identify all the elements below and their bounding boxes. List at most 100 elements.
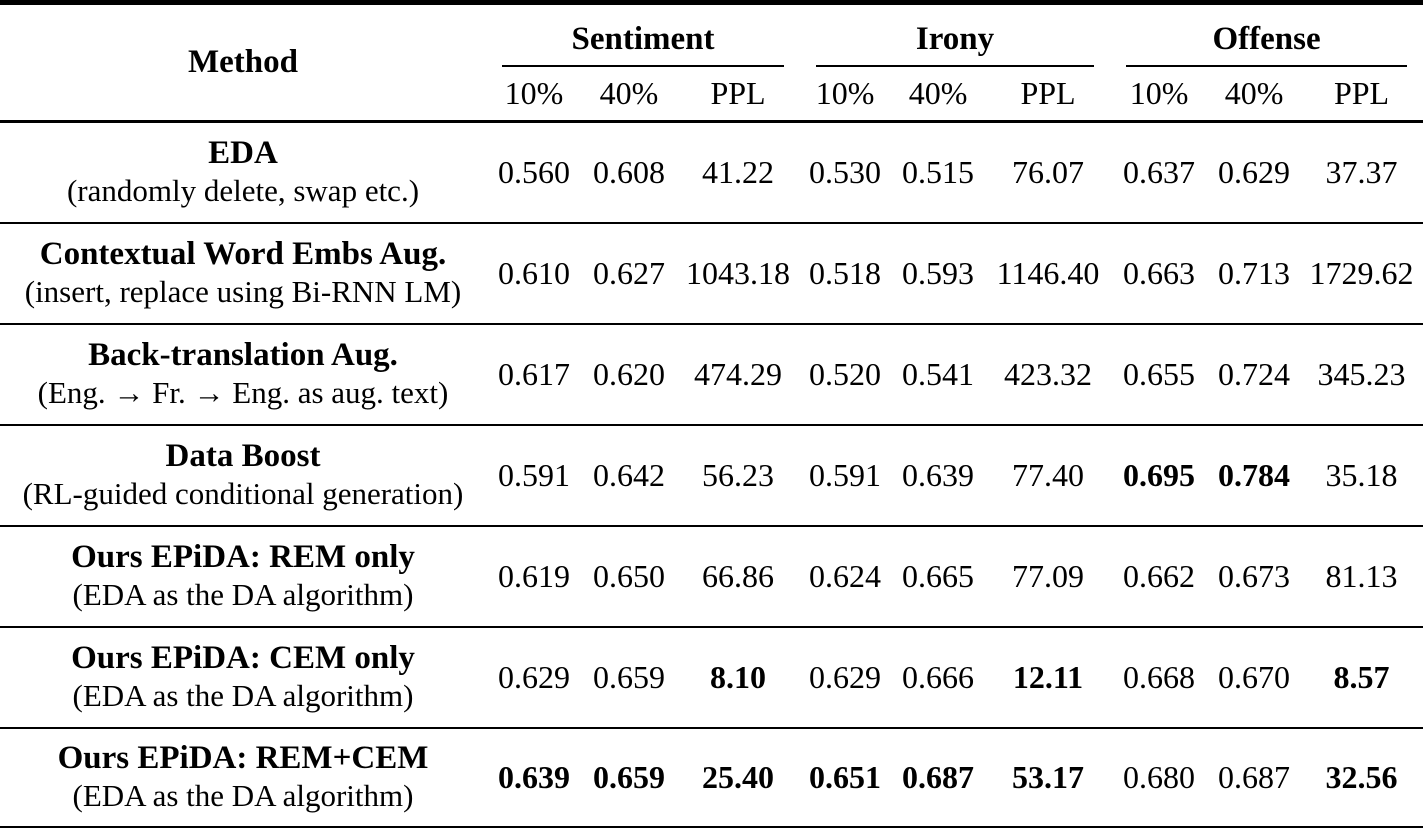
method-desc: (insert, replace using Bi-RNN LM)	[24, 274, 462, 310]
subcol-irony-ppl: PPL	[1020, 75, 1076, 111]
value-cell: 0.624	[809, 557, 882, 594]
subcol-offense-ppl: PPL	[1333, 75, 1390, 111]
value-cell: 474.29	[694, 355, 782, 392]
value-cell: 76.07	[1012, 153, 1085, 190]
subcol-sentiment-40: 40%	[599, 75, 659, 111]
value-cell: 0.639	[902, 456, 975, 493]
method-name: Back-translation Aug.	[88, 337, 398, 374]
value-cell: 0.655	[1123, 355, 1196, 392]
value-cell: 0.673	[1218, 557, 1291, 594]
group-header-irony: Irony	[800, 3, 1110, 67]
table-row: Contextual Word Embs Aug. (insert, replac…	[0, 222, 1423, 324]
subcolumn-header-row: 10% 40% PPL 10% 40% PPL 10% 40% PPL	[0, 67, 1423, 122]
value-cell: 32.56	[1325, 758, 1398, 795]
value-cell: 0.637	[1123, 153, 1196, 190]
value-cell: 0.515	[902, 153, 975, 190]
value-cell: 0.610	[498, 254, 570, 291]
value-cell: 35.18	[1325, 456, 1398, 493]
value-cell: 0.627	[593, 254, 665, 291]
value-cell: 0.713	[1218, 254, 1291, 291]
value-cell: 0.619	[498, 557, 570, 594]
table-body: EDA (randomly delete, swap etc.) 0.560 0.60…	[0, 121, 1423, 828]
value-cell: 12.11	[1012, 658, 1084, 695]
value-cell: 0.591	[809, 456, 882, 493]
value-cell: 0.642	[593, 456, 665, 493]
group-header-sentiment: Sentiment	[486, 3, 800, 67]
value-cell: 77.40	[1012, 456, 1085, 493]
value-cell: 53.17	[1012, 758, 1085, 795]
method-desc: (EDA as the DA algorithm)	[72, 778, 414, 814]
value-cell: 0.670	[1218, 658, 1291, 695]
value-cell: 8.10	[710, 658, 766, 695]
method-cell: Data Boost (RL-guided conditional generat…	[0, 425, 486, 526]
method-desc: (RL-guided conditional generation)	[22, 476, 464, 512]
method-desc: (EDA as the DA algorithm)	[72, 678, 414, 714]
method-cell: Back-translation Aug. (Eng. → Fr. → Eng. …	[0, 324, 486, 425]
group-label-offense: Offense	[1126, 23, 1408, 67]
value-cell: 0.680	[1123, 758, 1196, 795]
subcol-sentiment-ppl: PPL	[710, 75, 766, 111]
table-header: Method Sentiment Irony Offense 10% 40% P…	[0, 3, 1423, 122]
value-cell: 0.659	[593, 658, 665, 695]
method-name: Contextual Word Embs Aug.	[39, 236, 447, 273]
value-cell: 0.560	[498, 153, 570, 190]
table-row: Data Boost (RL-guided conditional generat…	[0, 424, 1423, 526]
subcol-offense-10: 10%	[1129, 75, 1189, 111]
method-cell: Ours EPiDA: REM+CEM (EDA as the DA algori…	[0, 728, 486, 828]
value-cell: 0.629	[809, 658, 882, 695]
value-cell: 0.541	[902, 355, 975, 392]
table-row: Ours EPiDA: CEM only (EDA as the DA algor…	[0, 626, 1423, 728]
table-row: Back-translation Aug. (Eng. → Fr. → Eng. …	[0, 323, 1423, 425]
value-cell: 0.784	[1218, 456, 1291, 493]
table-row: EDA (randomly delete, swap etc.) 0.560 0.60…	[0, 121, 1423, 223]
value-cell: 56.23	[702, 456, 774, 493]
method-cell: Ours EPiDA: REM only (EDA as the DA algor…	[0, 526, 486, 627]
value-cell: 1729.62	[1309, 254, 1414, 291]
value-cell: 0.663	[1123, 254, 1196, 291]
value-cell: 0.666	[902, 658, 975, 695]
value-cell: 0.518	[809, 254, 882, 291]
value-cell: 66.86	[702, 557, 774, 594]
group-header-row: Method Sentiment Irony Offense	[0, 3, 1423, 80]
value-cell: 1043.18	[686, 254, 790, 291]
value-cell: 0.629	[498, 658, 570, 695]
value-cell: 0.530	[809, 153, 882, 190]
method-cell: Ours EPiDA: CEM only (EDA as the DA algor…	[0, 627, 486, 728]
group-header-offense: Offense	[1110, 3, 1423, 67]
method-cell: Contextual Word Embs Aug. (insert, replac…	[0, 223, 486, 324]
value-cell: 0.591	[498, 456, 570, 493]
value-cell: 0.659	[593, 758, 665, 795]
value-cell: 0.662	[1123, 557, 1196, 594]
value-cell: 0.651	[809, 758, 882, 795]
subcol-offense-40: 40%	[1224, 75, 1284, 111]
group-label-sentiment: Sentiment	[502, 23, 785, 67]
method-desc: (EDA as the DA algorithm)	[72, 577, 414, 613]
value-cell: 0.593	[902, 254, 975, 291]
method-cell: EDA (randomly delete, swap etc.)	[0, 122, 486, 223]
group-label-irony: Irony	[816, 23, 1095, 67]
method-name: Data Boost	[165, 438, 321, 475]
value-cell: 0.687	[1218, 758, 1291, 795]
value-cell: 25.40	[702, 758, 774, 795]
method-name: EDA	[208, 135, 278, 172]
method-name: Ours EPiDA: CEM only	[71, 640, 415, 677]
method-name: Ours EPiDA: REM only	[71, 539, 415, 576]
value-cell: 0.695	[1123, 456, 1196, 493]
table-row: Ours EPiDA: REM only (EDA as the DA algor…	[0, 525, 1423, 627]
value-cell: 0.617	[498, 355, 570, 392]
value-cell: 81.13	[1325, 557, 1398, 594]
value-cell: 423.32	[1004, 355, 1093, 392]
value-cell: 37.37	[1325, 153, 1398, 190]
subcol-irony-40: 40%	[908, 75, 968, 111]
value-cell: 0.608	[593, 153, 665, 190]
value-cell: 1146.40	[996, 254, 1100, 291]
subcol-irony-10: 10%	[815, 75, 875, 111]
value-cell: 0.650	[593, 557, 665, 594]
value-cell: 0.665	[902, 557, 975, 594]
method-name: Ours EPiDA: REM+CEM	[57, 740, 429, 777]
value-cell: 8.57	[1333, 658, 1390, 695]
method-desc: (Eng. → Fr. → Eng. as aug. text)	[37, 375, 449, 411]
value-cell: 0.629	[1218, 153, 1291, 190]
